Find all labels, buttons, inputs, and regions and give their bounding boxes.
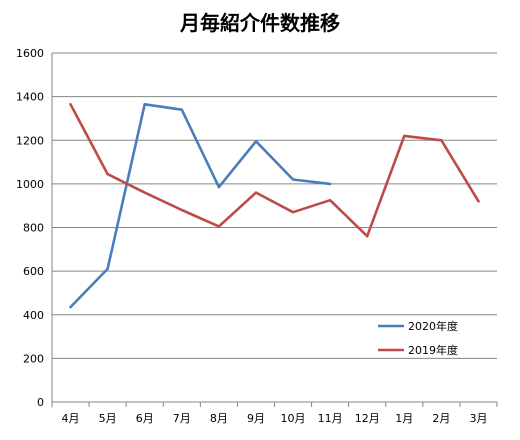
y-tick-labels: 0 200 400 600 800 1000 1200 1400 1600 (16, 47, 44, 409)
x-tick-label: 5月 (99, 412, 117, 425)
x-tick-label: 3月 (469, 412, 487, 425)
x-tick-label: 6月 (136, 412, 154, 425)
y-tick-label: 1000 (16, 178, 44, 191)
x-tick-label: 1月 (395, 412, 413, 425)
y-tick-label: 200 (23, 352, 44, 365)
y-tick-label: 1200 (16, 134, 44, 147)
x-tick-label: 8月 (210, 412, 228, 425)
chart-title: 月毎紹介件数推移 (179, 11, 340, 35)
y-tick-label: 600 (23, 265, 44, 278)
legend-label: 2019年度 (408, 343, 458, 357)
y-tick-label: 0 (37, 396, 44, 409)
legend-label: 2020年度 (408, 319, 458, 333)
axes (51, 53, 498, 407)
x-tick-labels: 4月 5月 6月 7月 8月 9月 10月 11月 12月 1月 2月 3月 (62, 412, 488, 425)
series-line-1 (69, 103, 480, 238)
grid-lines (52, 52, 497, 359)
x-tick-label: 9月 (247, 412, 265, 425)
legend: 2020年度 2019年度 (378, 319, 458, 357)
y-tick-label: 800 (23, 222, 44, 235)
series-lines (69, 103, 480, 309)
y-tick-label: 1400 (16, 91, 44, 104)
x-tick-label: 2月 (432, 412, 450, 425)
y-tick-label: 1600 (16, 47, 44, 60)
x-tick-label: 10月 (281, 412, 306, 425)
x-tick-label: 12月 (355, 412, 380, 425)
x-tick-label: 4月 (62, 412, 80, 425)
series-line-0 (69, 103, 332, 309)
x-tick-label: 11月 (318, 412, 343, 425)
y-tick-label: 400 (23, 309, 44, 322)
x-tick-label: 7月 (173, 412, 191, 425)
